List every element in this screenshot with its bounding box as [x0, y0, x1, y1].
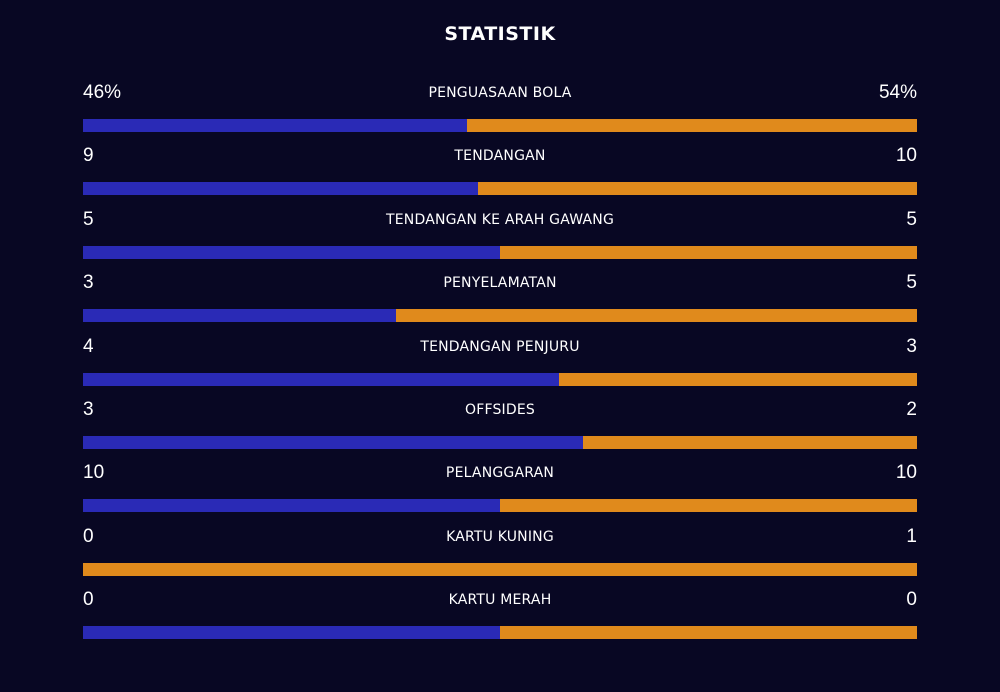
home-bar-segment [83, 119, 467, 132]
home-bar-segment [83, 626, 500, 640]
comparison-bar [83, 372, 917, 386]
away-value: 10 [895, 462, 917, 484]
stats-title: STATISTIK [444, 23, 556, 45]
home-value: 4 [83, 335, 94, 357]
stat-label: TENDANGAN [454, 148, 546, 165]
home-bar-segment [83, 499, 500, 513]
home-bar-segment [83, 372, 560, 386]
home-value: 46% [83, 82, 122, 103]
stat-label: OFFSIDES [464, 401, 535, 418]
away-value: 3 [906, 335, 917, 357]
away-value: 5 [906, 208, 917, 230]
away-value: 1 [906, 525, 917, 547]
stat-row-shots: 9 TENDANGAN 10 [83, 143, 917, 206]
comparison-bar [83, 562, 917, 576]
home-bar-segment [83, 182, 479, 196]
comparison-bar [83, 309, 917, 323]
stat-label: KARTU MERAH [448, 592, 552, 609]
stat-label: PENGUASAAN BOLA [428, 85, 572, 101]
away-bar-segment [83, 562, 917, 576]
stat-row-saves: 3 PENYELAMATAN 5 [83, 270, 917, 333]
stat-row-corners: 4 TENDANGAN PENJURU 3 [83, 334, 917, 397]
stat-label: PELANGGARAN [445, 465, 555, 482]
stat-label: PENYELAMATAN [443, 275, 557, 292]
away-bar-segment [478, 182, 917, 196]
away-bar-segment [500, 626, 917, 640]
away-bar-segment [583, 435, 917, 449]
stat-row-red-cards: 0 KARTU MERAH 0 [83, 587, 917, 650]
stat-label: KARTU KUNING [446, 528, 554, 545]
home-value: 10 [83, 462, 105, 484]
stat-row-possession: 46% PENGUASAAN BOLA 54% [83, 80, 917, 143]
comparison-bar [83, 626, 917, 640]
away-value: 5 [906, 272, 917, 294]
stat-row-shots-on-target: 5 TENDANGAN KE ARAH GAWANG 5 [83, 207, 917, 270]
comparison-bar [83, 435, 917, 449]
home-value: 0 [83, 589, 94, 611]
home-value: 5 [83, 208, 94, 230]
home-bar-segment [83, 435, 584, 449]
home-bar-segment [83, 309, 396, 323]
away-value: 10 [895, 145, 917, 167]
home-value: 3 [83, 272, 94, 294]
stat-row-offsides: 3 OFFSIDES 2 [83, 397, 917, 460]
stat-row-yellow-cards: 0 KARTU KUNING 1 [83, 524, 917, 587]
home-bar-segment [83, 245, 500, 259]
home-value: 0 [83, 525, 94, 547]
comparison-bar [83, 119, 917, 132]
away-bar-segment [559, 372, 917, 386]
away-bar-segment [466, 119, 917, 132]
comparison-bar [83, 245, 917, 259]
stats-list: 46% PENGUASAAN BOLA 54% 9 TENDANGAN 10 5… [83, 80, 917, 651]
comparison-bar [83, 499, 917, 513]
away-bar-segment [500, 499, 917, 513]
away-value: 0 [906, 589, 917, 611]
home-value: 3 [83, 398, 94, 420]
away-value: 54% [878, 82, 917, 103]
stat-label: TENDANGAN PENJURU [420, 338, 580, 355]
away-bar-segment [500, 245, 917, 259]
stat-label: TENDANGAN KE ARAH GAWANG [385, 211, 614, 228]
away-value: 2 [906, 398, 917, 420]
home-value: 9 [83, 145, 94, 167]
stat-row-fouls: 10 PELANGGARAN 10 [83, 460, 917, 523]
away-bar-segment [395, 309, 917, 323]
comparison-bar [83, 182, 917, 196]
